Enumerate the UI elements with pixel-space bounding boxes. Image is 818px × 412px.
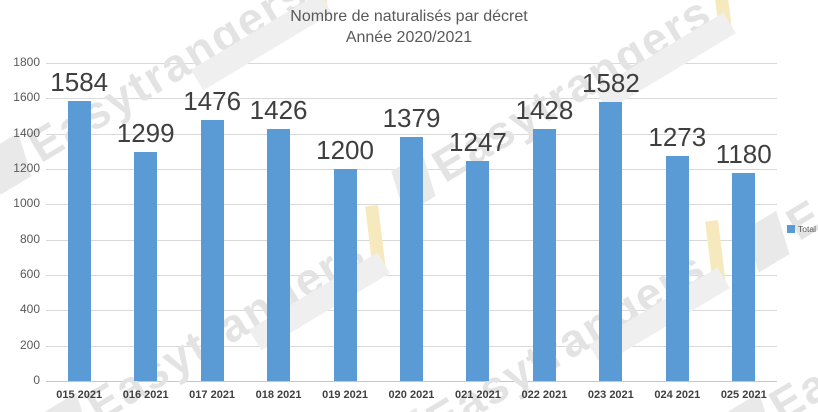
bar-value-label: 1273 [648, 122, 707, 153]
watermark-wedge [385, 407, 430, 412]
y-axis-tick-label: 600 [19, 267, 40, 281]
bar-total [267, 129, 291, 381]
x-axis-category-label: 025 2021 [720, 389, 767, 401]
x-axis-category-label: 015 2021 [56, 389, 103, 401]
gridline [46, 133, 777, 135]
y-axis-tick-label: 200 [19, 337, 40, 352]
bar-total [665, 156, 689, 381]
y-axis-tick-label: 1000 [13, 196, 40, 211]
bar-value-label: 1584 [50, 67, 109, 98]
bar-total [599, 101, 623, 381]
bar-value-label: 1428 [515, 94, 574, 125]
y-axis-tick-label: 1600 [13, 90, 40, 105]
y-axis-tick-label: 1200 [13, 161, 40, 175]
gridline [46, 381, 777, 382]
bar-value-label: 1379 [382, 103, 441, 134]
x-axis-category-label: 019 2021 [322, 389, 368, 401]
gridline [46, 98, 777, 100]
bar-total [400, 137, 423, 381]
bar-total [532, 128, 556, 381]
bar-value-label: 1180 [715, 138, 772, 169]
chart-title-line1: Nombre de naturalisés par décret [290, 8, 528, 25]
watermark-slash-icon [704, 220, 726, 288]
x-axis-category-label: 023 2021 [587, 389, 634, 401]
bar-total [67, 101, 91, 381]
gridline [46, 63, 777, 64]
legend-swatch [787, 225, 795, 233]
bar-value-label: 1247 [449, 126, 507, 157]
chart-title: Nombre de naturalisés par décret Année 2… [0, 6, 818, 48]
legend-label: Total [798, 224, 816, 234]
y-axis-tick-label: 1400 [13, 125, 40, 140]
x-axis-category-label: 016 2021 [122, 389, 169, 401]
watermark-text: Easytrangers [760, 225, 818, 412]
y-axis-tick-label: 800 [19, 231, 40, 246]
y-axis-tick-label: 1800 [13, 55, 40, 69]
watermark-text: Easytrangers [77, 225, 375, 412]
x-axis-category-label: 018 2021 [255, 389, 302, 401]
bar-total [134, 151, 158, 381]
x-axis-category-label: 020 2021 [388, 389, 435, 401]
bar-value-label: 1299 [116, 117, 175, 148]
y-axis-tick-label: 0 [33, 373, 40, 387]
x-axis-category-label: 017 2021 [189, 389, 236, 401]
bar-value-label: 1426 [249, 95, 308, 126]
bar-total [333, 169, 357, 381]
bar-value-label: 1200 [316, 135, 374, 165]
bar-value-label: 1582 [581, 67, 640, 98]
legend: Total [787, 224, 816, 234]
y-axis-tick-label: 400 [19, 302, 40, 317]
chart-title-line2: Année 2020/2021 [345, 29, 473, 46]
bar-total [200, 120, 224, 381]
x-axis-category-label: 024 2021 [654, 389, 701, 401]
bar-value-label: 1476 [183, 86, 242, 117]
x-axis-category-label: 021 2021 [455, 389, 501, 401]
bar-total [466, 160, 490, 381]
bar-total [732, 172, 756, 381]
x-axis-category-label: 022 2021 [521, 389, 568, 401]
